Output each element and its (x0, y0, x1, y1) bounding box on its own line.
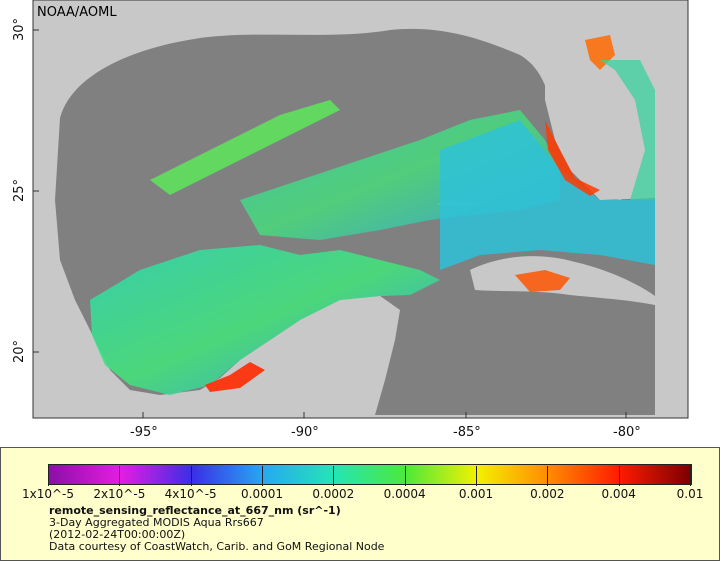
colorbar-tick-label: 0.0002 (312, 487, 355, 501)
colorbar-tick (618, 466, 620, 486)
colorbar-tick-label: 0.002 (530, 487, 565, 501)
colorbar-tick (48, 466, 49, 486)
lon-label-90: -90° (291, 425, 319, 440)
colorbar (48, 464, 692, 485)
colorbar-tick (404, 466, 406, 486)
lon-label-80: -80° (613, 425, 641, 440)
campeche-coast-high (205, 362, 265, 392)
east-gulf-data (440, 120, 655, 270)
yucatan-land (260, 296, 400, 415)
colorbar-tick (119, 466, 121, 486)
credit-label: NOAA/AOML (37, 5, 117, 20)
dataset-label: 3-Day Aggregated MODIS Aqua Rrs667 (49, 516, 264, 529)
lon-label-85: -85° (453, 425, 481, 440)
colorbar-tick (262, 466, 263, 486)
lat-label-30: 30° (12, 17, 28, 42)
lon-label-95: -95° (130, 425, 158, 440)
colorbar-tick-label: 0.01 (676, 487, 704, 501)
axis-ticks (33, 29, 627, 418)
variable-label: remote_sensing_reflectance_at_667_nm (sr… (49, 504, 341, 517)
colorbar-tick (333, 466, 335, 486)
colorbar-tick-label: 2x10^-5 (93, 487, 146, 501)
legend-panel: 1x10^-5 2x10^-5 4x10^-5 0.0001 0.0002 0.0004 0… (0, 447, 720, 561)
lat-label-25: 25° (12, 178, 28, 203)
shelf-data-west (90, 245, 440, 395)
source-label: Data courtesy of CoastWatch, Carib. and … (49, 540, 385, 553)
colorbar-tick (476, 466, 477, 486)
colorbar-tick-label: 1x10^-5 (21, 487, 75, 501)
time-label: (2012-02-24T00:00:00Z) (49, 528, 186, 541)
colorbar-tick-label: 0.0001 (241, 487, 283, 501)
colorbar-tick (690, 466, 691, 486)
map-panel (32, 0, 689, 419)
northwest-streak (150, 100, 340, 195)
colorbar-tick-label: 0.0004 (383, 487, 426, 501)
colorbar-tick (547, 466, 549, 486)
colorbar-tick-label: 0.001 (458, 487, 494, 501)
florida-shelf-data (600, 60, 655, 200)
colorbar-tick (190, 466, 192, 486)
cuba-coast-high (515, 270, 570, 292)
colorbar-tick-label: 4x10^-5 (164, 487, 217, 501)
lat-label-20: 20° (12, 339, 28, 364)
colorbar-tick-label: 0.004 (601, 487, 636, 501)
florida-coast-high (545, 120, 600, 196)
